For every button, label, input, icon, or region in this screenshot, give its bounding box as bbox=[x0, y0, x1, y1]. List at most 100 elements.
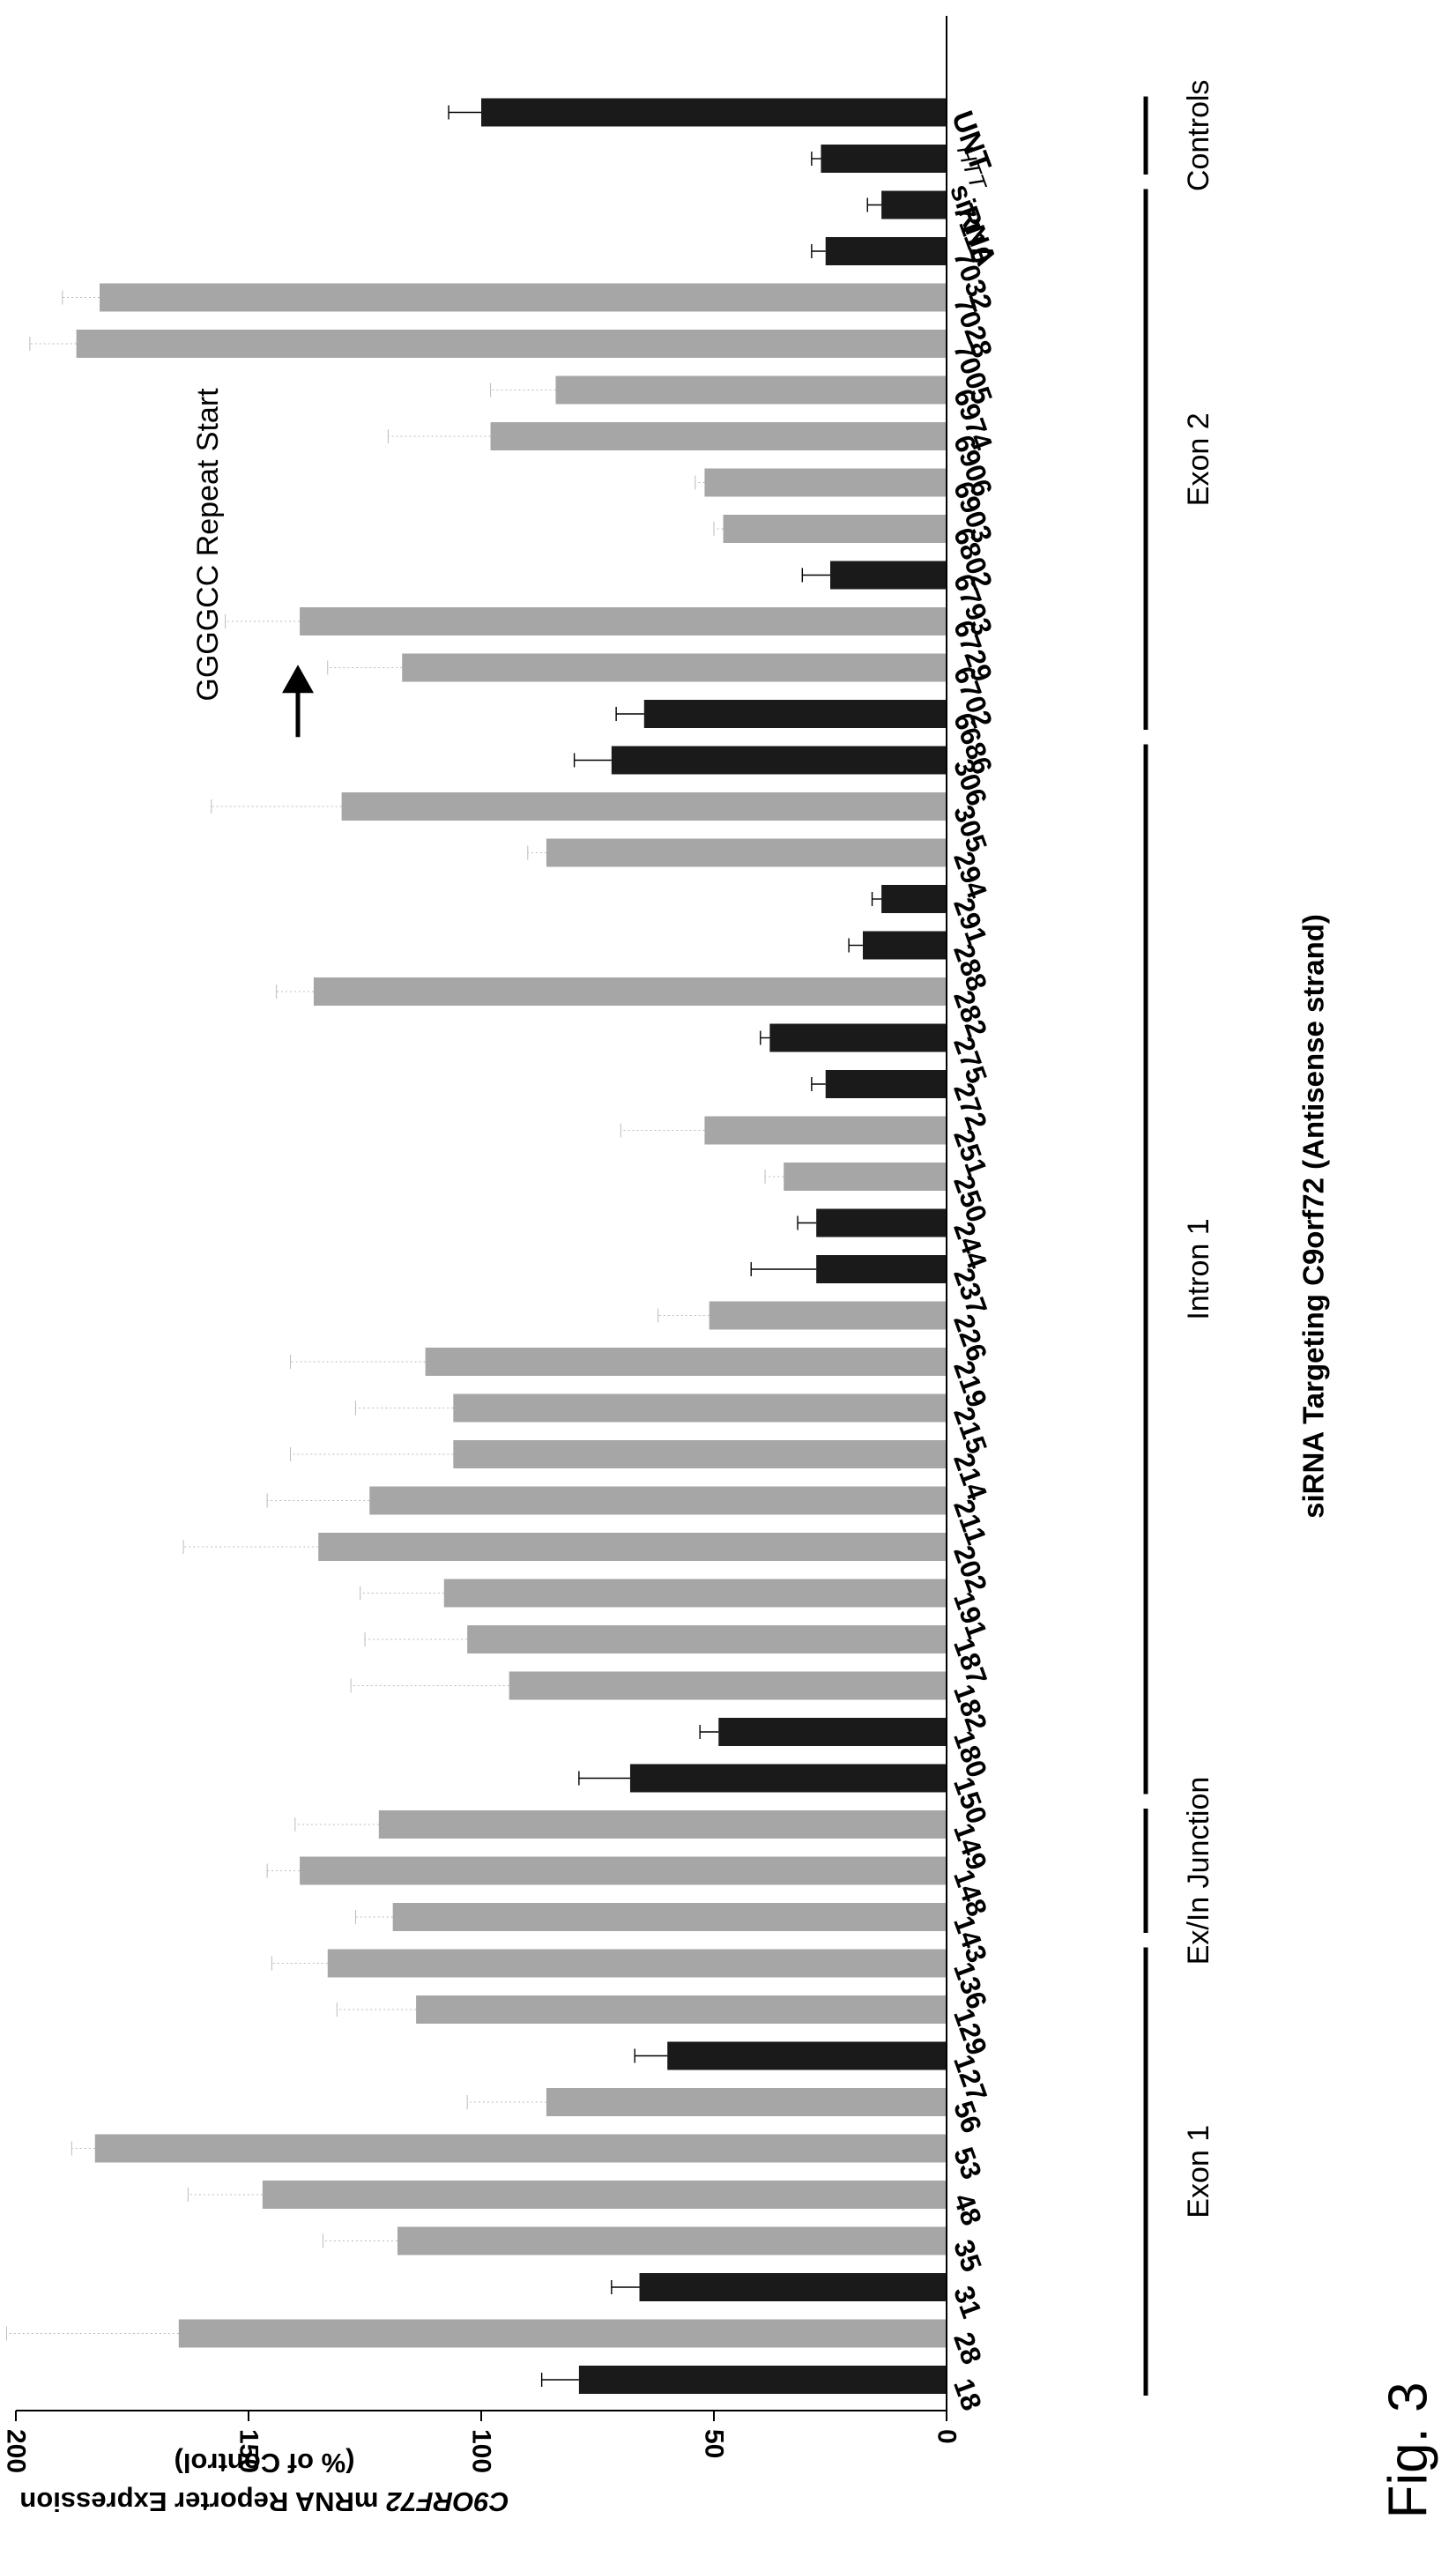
x-tick-label: 282 bbox=[947, 986, 993, 1041]
bar bbox=[667, 2041, 947, 2070]
x-tick-label: 28 bbox=[947, 2328, 988, 2368]
bar bbox=[369, 1486, 947, 1515]
bar bbox=[723, 515, 947, 543]
bar bbox=[769, 1023, 947, 1052]
bar bbox=[300, 1856, 947, 1885]
bar bbox=[443, 1579, 947, 1608]
bar bbox=[718, 1718, 947, 1746]
y-axis-title: C9ORF72 mRNA Reporter Expression bbox=[19, 2486, 509, 2517]
x-tick-label: 211 bbox=[947, 1495, 992, 1549]
bar bbox=[327, 1949, 947, 1978]
x-axis-title: siRNA Targeting C9orf72 (Antisense stran… bbox=[1297, 914, 1330, 1519]
bar bbox=[402, 653, 947, 682]
y-tick-label: 100 bbox=[467, 2429, 496, 2473]
x-tick-label: 182 bbox=[947, 1680, 993, 1735]
group-label: Exon 2 bbox=[1182, 412, 1215, 506]
bar bbox=[76, 330, 947, 358]
bar bbox=[784, 1163, 947, 1191]
x-tick-label: 149 bbox=[947, 1819, 993, 1874]
group-label: Ex/In Junction bbox=[1182, 1777, 1215, 1965]
x-tick-label: 129 bbox=[947, 2004, 993, 2059]
bar bbox=[825, 1070, 947, 1098]
bar bbox=[300, 607, 947, 635]
x-tick-label: 251 bbox=[947, 1125, 993, 1179]
bar bbox=[392, 1903, 947, 1931]
x-tick-label: 237 bbox=[947, 1264, 993, 1319]
x-tick-label: 244 bbox=[947, 1217, 993, 1273]
bar bbox=[318, 1533, 947, 1561]
y-axis-title-gene: C9ORF72 bbox=[386, 2486, 509, 2517]
x-tick-label: 187 bbox=[947, 1634, 993, 1689]
x-tick-label: 288 bbox=[947, 940, 993, 994]
bar bbox=[94, 2134, 947, 2163]
x-tick-label: 214 bbox=[947, 1449, 993, 1505]
x-tick-label: 305 bbox=[947, 801, 993, 856]
x-tick-label: 226 bbox=[947, 1310, 993, 1364]
x-tick-label: 48 bbox=[947, 2189, 988, 2230]
bar bbox=[821, 145, 947, 173]
x-tick-label: 53 bbox=[947, 2143, 988, 2183]
x-tick-label: 294 bbox=[947, 847, 993, 903]
bar bbox=[509, 1671, 947, 1700]
bar bbox=[629, 1764, 947, 1793]
y-tick-label: 150 bbox=[234, 2429, 264, 2473]
bar bbox=[313, 977, 947, 1006]
bar bbox=[416, 1995, 947, 2024]
bar bbox=[100, 283, 947, 312]
x-tick-label: 191 bbox=[947, 1587, 993, 1642]
bar bbox=[816, 1208, 947, 1237]
bar bbox=[578, 2366, 947, 2394]
annotation-arrowhead bbox=[282, 665, 314, 694]
bar bbox=[816, 1255, 947, 1283]
x-tick-label: 202 bbox=[947, 1542, 993, 1596]
bar bbox=[881, 885, 947, 913]
bar bbox=[425, 1348, 947, 1376]
bar bbox=[862, 931, 947, 960]
bar bbox=[453, 1440, 947, 1468]
bar bbox=[704, 468, 947, 497]
x-tick-label: 219 bbox=[947, 1356, 993, 1411]
bar bbox=[453, 1393, 947, 1423]
x-tick-label: 275 bbox=[947, 1032, 993, 1087]
bar bbox=[611, 746, 947, 775]
y-axis-title-rest: mRNA Reporter Expression bbox=[19, 2486, 386, 2517]
annotation-text: GGGGCC Repeat Start bbox=[191, 388, 225, 702]
group-label: Controls bbox=[1182, 79, 1215, 191]
y-axis-subtitle: (% of Control) bbox=[175, 2448, 355, 2478]
figure-label: Fig. 3 bbox=[1378, 2382, 1439, 2518]
x-tick-label: 150 bbox=[947, 1772, 993, 1827]
x-tick-label: 180 bbox=[947, 1727, 993, 1781]
x-tick-label: 18 bbox=[947, 2374, 988, 2415]
x-tick-label: 250 bbox=[947, 1171, 993, 1226]
bar bbox=[555, 375, 947, 405]
bar bbox=[262, 2181, 947, 2209]
bar bbox=[467, 1625, 947, 1653]
bar bbox=[481, 98, 947, 127]
y-tick-label: 0 bbox=[932, 2429, 962, 2444]
x-tick-label: 291 bbox=[947, 894, 993, 948]
bar bbox=[709, 1301, 947, 1330]
y-tick-label: 200 bbox=[2, 2429, 31, 2473]
y-tick-label: 50 bbox=[700, 2429, 729, 2458]
bar bbox=[378, 1810, 947, 1839]
bar bbox=[178, 2319, 947, 2348]
x-tick-label: 35 bbox=[947, 2235, 988, 2276]
x-tick-label: 127 bbox=[947, 2050, 993, 2105]
bar bbox=[341, 792, 947, 821]
bar bbox=[639, 2273, 947, 2301]
x-tick-label: 31 bbox=[947, 2282, 988, 2322]
bar bbox=[704, 1116, 947, 1145]
bar bbox=[490, 422, 947, 450]
x-tick-label: 148 bbox=[947, 1865, 993, 1920]
bar bbox=[397, 2226, 947, 2255]
x-tick-label-unt: UNT bbox=[945, 107, 998, 176]
x-tick-label: 143 bbox=[947, 1912, 993, 1966]
bar bbox=[643, 700, 947, 728]
x-tick-label: 272 bbox=[947, 1079, 993, 1133]
bar bbox=[546, 2088, 947, 2116]
plot-area: 0 50 100 150 200 C9ORF72 mRNA Reporter Expres… bbox=[2, 16, 1439, 2519]
group-label: Exon 1 bbox=[1182, 2125, 1215, 2218]
bar bbox=[825, 237, 947, 265]
x-tick-label: 136 bbox=[947, 1958, 993, 2012]
